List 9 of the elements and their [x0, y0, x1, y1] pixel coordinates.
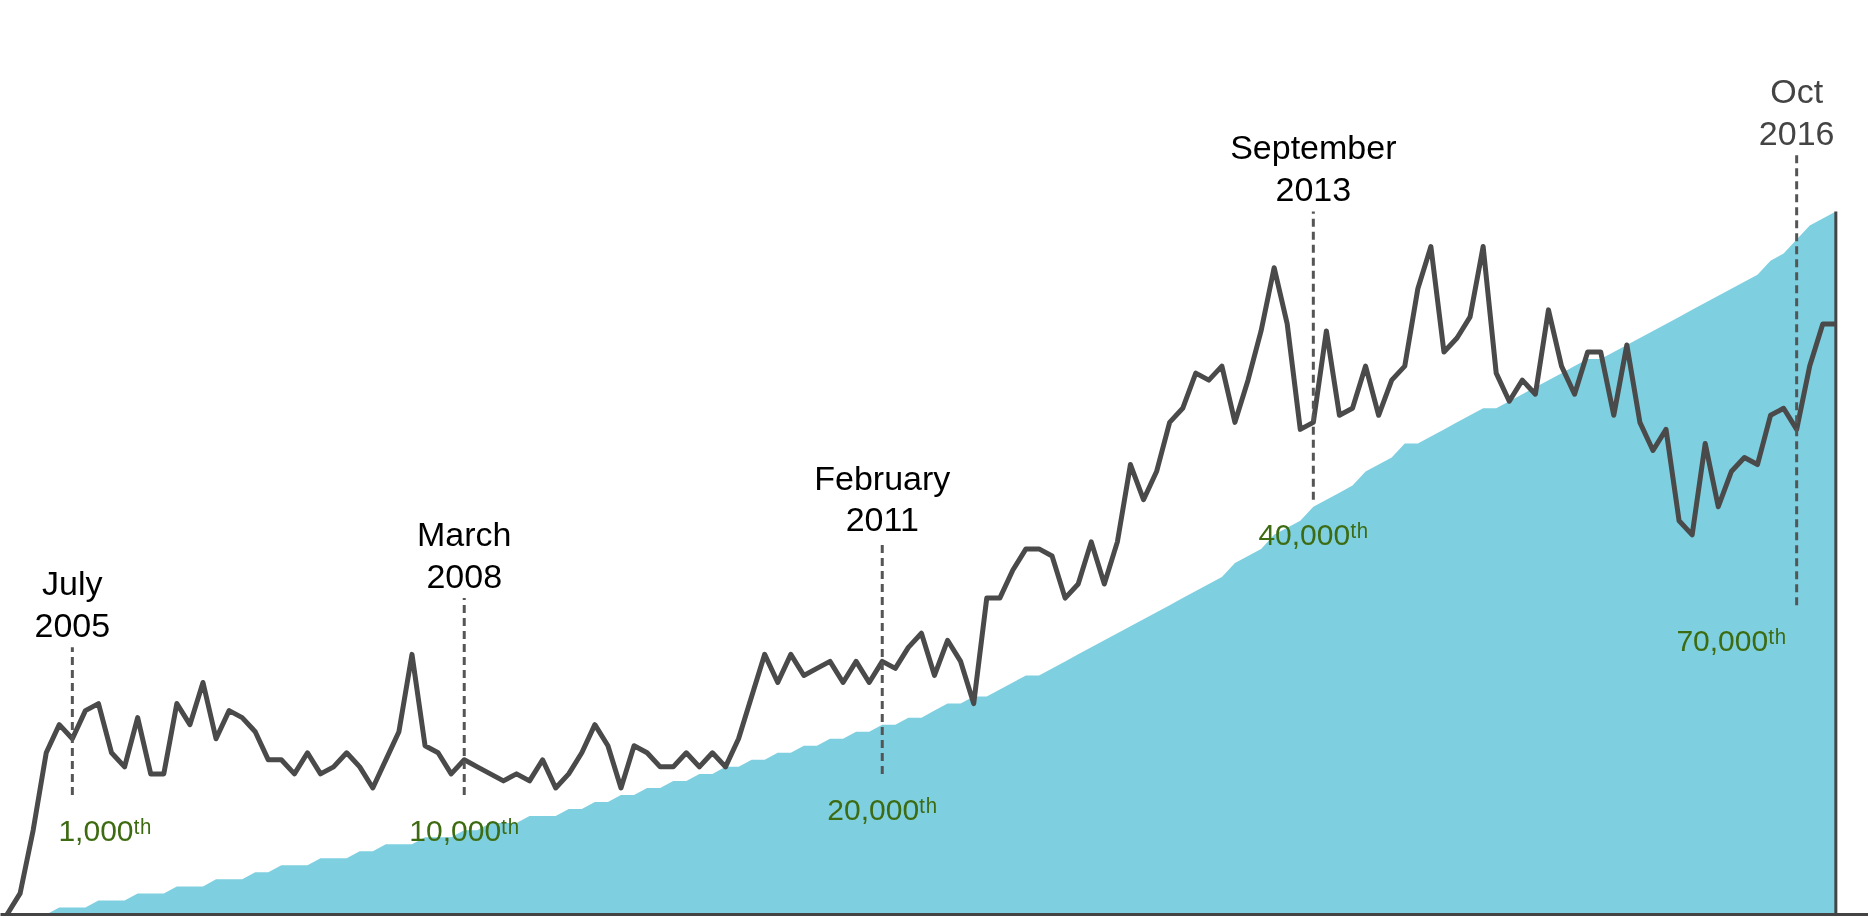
x-tick-label: July 2005 — [34, 564, 111, 644]
x-tick-label: Oct 2016 — [1758, 71, 1835, 152]
annotation: 70,000ᵗʰ — [1676, 623, 1787, 657]
x-tick-label: February 2011 — [814, 458, 951, 539]
annotation: 1,000ᵗʰ — [58, 813, 152, 847]
annotation: 10,000ᵗʰ — [409, 813, 520, 847]
annotation: 20,000ᵗʰ — [827, 792, 938, 826]
x-tick-label: March 2008 — [417, 514, 512, 595]
x-tick-label: September 2013 — [1230, 128, 1397, 208]
